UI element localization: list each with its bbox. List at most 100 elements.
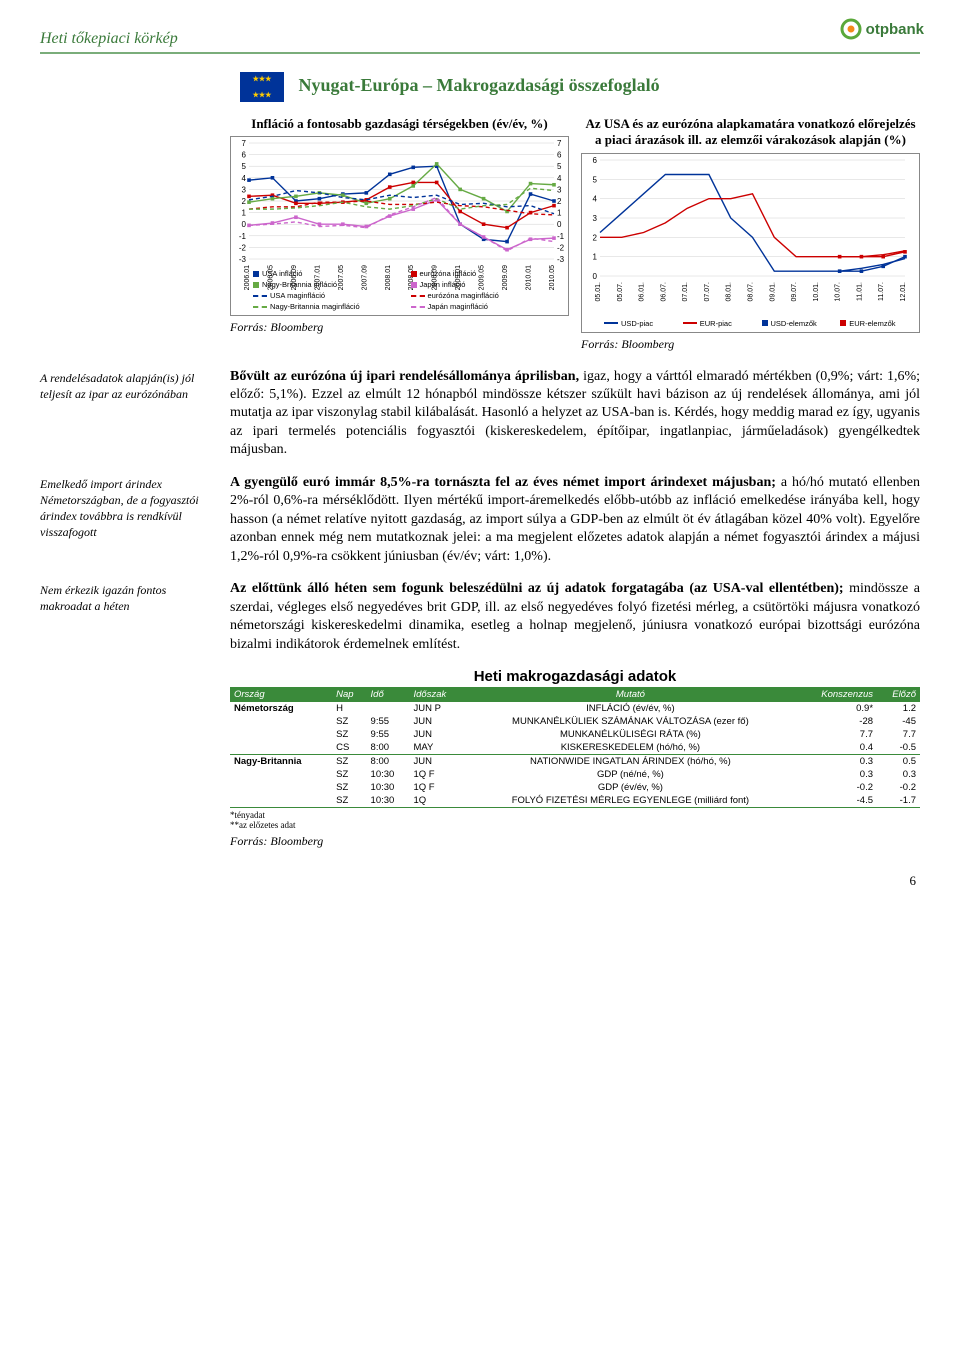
section-title: Nyugat-Európa – Makrogazdasági összefogl… [240, 72, 920, 102]
legend-item: USA maginfláció [253, 291, 403, 300]
legend-item: eurózóna infláció [411, 269, 561, 278]
svg-text:4: 4 [593, 194, 598, 203]
macro-col-header: Idő [367, 687, 410, 702]
svg-text:09.07.: 09.07. [791, 281, 798, 301]
svg-text:09.01.: 09.01. [769, 281, 776, 301]
chart-legend: USD-piacEUR-piacUSD-elemzőkEUR-elemzők [600, 317, 915, 330]
svg-text:1: 1 [593, 252, 598, 261]
body-paragraphs: A rendelésadatok alapján(is) jól teljesí… [40, 368, 920, 655]
svg-text:6: 6 [593, 156, 598, 165]
inflation-chart-source: Forrás: Bloomberg [230, 320, 569, 335]
svg-text:5: 5 [557, 162, 562, 171]
rates-chart: Az USA és az eurózóna alapkamatára vonat… [581, 116, 920, 352]
macro-table-body: NémetországHJUN PINFLÁCIÓ (év/év, %)0.9*… [230, 702, 920, 808]
macro-table-section: Heti makrogazdasági adatok OrszágNapIdőI… [230, 668, 920, 849]
svg-text:-3: -3 [239, 255, 247, 264]
table-cell: INFLÁCIÓ (év/év, %) [465, 702, 797, 715]
svg-text:6: 6 [557, 151, 562, 160]
table-cell: -0.2 [877, 781, 920, 794]
charts-row: Infláció a fontosabb gazdasági térségekb… [230, 116, 920, 352]
section-title-text: Nyugat-Európa – Makrogazdasági összefogl… [299, 75, 660, 95]
svg-text:08.01.: 08.01. [726, 281, 733, 301]
table-cell: Nagy-Britannia [230, 755, 332, 769]
table-cell: 0.4 [796, 741, 877, 755]
table-cell: 0.9* [796, 702, 877, 715]
table-row: SZ9:55JUNMUNKANÉLKÜLISÉGI RÁTA (%)7.77.7 [230, 728, 920, 741]
table-cell [230, 781, 332, 794]
chart-legend: USA inflációeurózóna inflációNagy-Britan… [249, 267, 564, 313]
table-cell: 0.3 [796, 768, 877, 781]
table-cell: -1.7 [877, 794, 920, 808]
table-cell: -28 [796, 715, 877, 728]
table-row: SZ10:301Q FGDP (né/né, %)0.30.3 [230, 768, 920, 781]
table-row: SZ10:301QFOLYÓ FIZETÉSI MÉRLEG EGYENLEGE… [230, 794, 920, 808]
svg-text:06.07.: 06.07. [660, 281, 667, 301]
inflation-chart: Infláció a fontosabb gazdasági térségekb… [230, 116, 569, 352]
svg-text:12.01.: 12.01. [900, 281, 907, 301]
table-cell: 8:00 [367, 741, 410, 755]
macro-table-footnotes: *tényadat**az előzetes adat [230, 810, 920, 830]
table-cell [230, 715, 332, 728]
macro-col-header: Időszak [409, 687, 464, 702]
legend-item: Japán maginfláció [411, 302, 561, 311]
table-cell: 10:30 [367, 781, 410, 794]
logo-circle-icon [840, 18, 862, 40]
table-cell: 10:30 [367, 794, 410, 808]
table-cell: 8:00 [367, 755, 410, 769]
table-cell: 0.5 [877, 755, 920, 769]
svg-text:10.01.: 10.01. [813, 281, 820, 301]
table-cell: -0.2 [796, 781, 877, 794]
table-cell: 1Q [409, 794, 464, 808]
body-row: Emelkedő import árindex Németországban, … [40, 474, 920, 566]
svg-text:05.07.: 05.07. [617, 281, 624, 301]
svg-text:1: 1 [557, 209, 562, 218]
eu-flag-icon [240, 72, 284, 102]
macro-col-header: Konszenzus [796, 687, 877, 702]
svg-text:07.07.: 07.07. [704, 281, 711, 301]
table-cell: 1.2 [877, 702, 920, 715]
svg-text:5: 5 [242, 162, 247, 171]
table-cell: FOLYÓ FIZETÉSI MÉRLEG EGYENLEGE (milliár… [465, 794, 797, 808]
legend-item: USD-elemzők [762, 319, 833, 328]
macro-col-header: Nap [332, 687, 366, 702]
svg-text:11.07.: 11.07. [878, 281, 885, 300]
table-cell: 0.3 [796, 755, 877, 769]
legend-item: Nagy-Britannia maginfláció [253, 302, 403, 311]
svg-text:-1: -1 [239, 232, 247, 241]
table-cell: MUNKANÉLKÜLIEK SZÁMÁNAK VÁLTOZÁSA (ezer … [465, 715, 797, 728]
svg-text:3: 3 [593, 214, 598, 223]
table-cell: SZ [332, 781, 366, 794]
svg-text:-2: -2 [239, 244, 247, 253]
table-cell: -45 [877, 715, 920, 728]
macro-table: OrszágNapIdőIdőszakMutatóKonszenzusElőző… [230, 687, 920, 808]
legend-item: eurózóna maginfláció [411, 291, 561, 300]
table-row: SZ9:55JUNMUNKANÉLKÜLIEK SZÁMÁNAK VÁLTOZÁ… [230, 715, 920, 728]
rates-chart-title: Az USA és az eurózóna alapkamatára vonat… [581, 116, 920, 149]
body-text: Bővült az eurózóna új ipari rendelésállo… [230, 368, 920, 460]
table-cell: GDP (né/né, %) [465, 768, 797, 781]
table-cell [230, 741, 332, 755]
svg-text:-1: -1 [557, 232, 565, 241]
macro-table-header-row: OrszágNapIdőIdőszakMutatóKonszenzusElőző [230, 687, 920, 702]
margin-note: A rendelésadatok alapján(is) jól teljesí… [40, 368, 212, 460]
inflation-chart-canvas: -3-3-2-2-1-100112233445566772006.012006.… [230, 136, 569, 316]
table-cell [367, 702, 410, 715]
table-cell: CS [332, 741, 366, 755]
table-cell: NATIONWIDE INGATLAN ÁRINDEX (hó/hó, %) [465, 755, 797, 769]
table-cell: 10:30 [367, 768, 410, 781]
table-cell: SZ [332, 755, 366, 769]
margin-note: Nem érkezik igazán fontos makroadat a hé… [40, 580, 212, 654]
legend-item: Japán infláció [411, 280, 561, 289]
table-cell: JUN [409, 728, 464, 741]
table-cell: -4.5 [796, 794, 877, 808]
svg-text:2: 2 [593, 233, 598, 242]
macro-col-header: Mutató [465, 687, 797, 702]
footnote: *tényadat [230, 810, 920, 820]
table-cell: 9:55 [367, 715, 410, 728]
table-cell: 7.7 [796, 728, 877, 741]
page-root: Heti tőkepiaci körkép otpbank Nyugat-Eur… [0, 0, 960, 919]
table-cell: MAY [409, 741, 464, 755]
table-cell: 1Q F [409, 768, 464, 781]
table-cell: JUN [409, 755, 464, 769]
body-row: Nem érkezik igazán fontos makroadat a hé… [40, 580, 920, 654]
